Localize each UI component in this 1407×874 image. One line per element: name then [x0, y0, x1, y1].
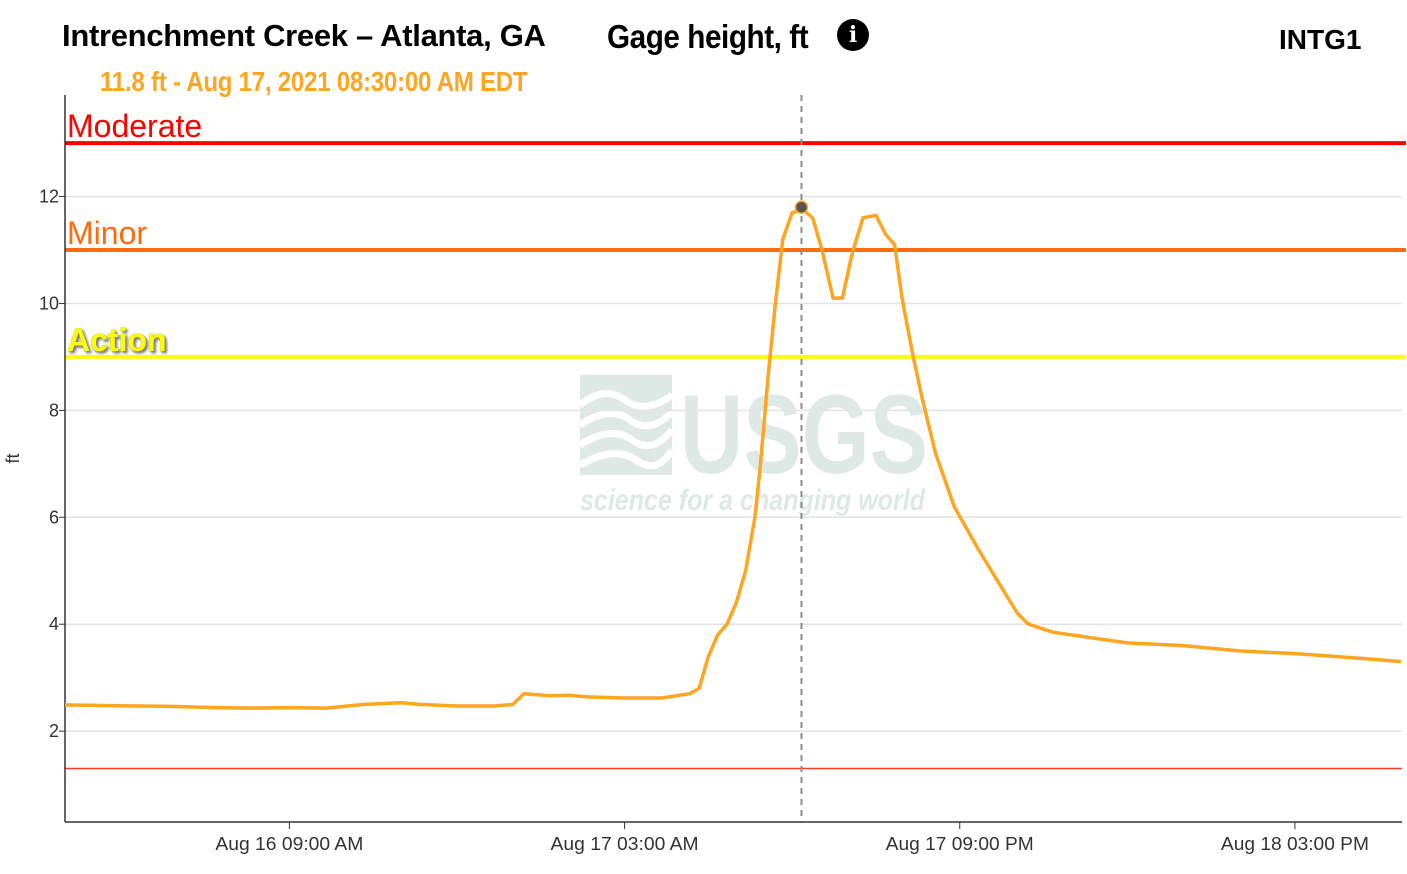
- info-icon[interactable]: i: [837, 19, 869, 51]
- gage-height-line: [64, 208, 1402, 710]
- threshold-label-minor: Minor: [67, 215, 147, 251]
- x-tick-label: Aug 17 03:00 AM: [551, 834, 699, 854]
- y-tick-label: 8: [49, 400, 59, 420]
- threshold-label-moderate: Moderate: [67, 108, 202, 144]
- x-tick-label: Aug 18 03:00 PM: [1221, 834, 1369, 854]
- y-tick-label: 4: [49, 614, 59, 634]
- y-tick-label: 2: [49, 721, 59, 741]
- chart-title: Intrenchment Creek – Atlanta, GA: [62, 18, 546, 53]
- parameter-label: Gage height, ft: [607, 18, 809, 55]
- hover-point: [794, 200, 809, 215]
- usgs-watermark: USGS science for a changing world: [577, 372, 928, 517]
- site-id: INTG1: [1279, 24, 1362, 55]
- usgs-wave-emblem: [580, 375, 672, 475]
- y-tick-label: 12: [39, 187, 59, 207]
- hover-readout: 11.8 ft - Aug 17, 2021 08:30:00 AM EDT: [100, 66, 528, 97]
- y-tick-label: 6: [49, 507, 59, 527]
- x-tick-label: Aug 16 09:00 AM: [215, 834, 363, 854]
- y-axis-label: ft: [3, 453, 23, 463]
- usgs-logo-text: USGS: [680, 372, 928, 497]
- y-tick-label: 10: [39, 293, 59, 313]
- threshold-label-action: Action: [67, 322, 167, 358]
- x-tick-label: Aug 17 09:00 PM: [886, 834, 1034, 854]
- usgs-tagline: science for a changing world: [580, 484, 926, 517]
